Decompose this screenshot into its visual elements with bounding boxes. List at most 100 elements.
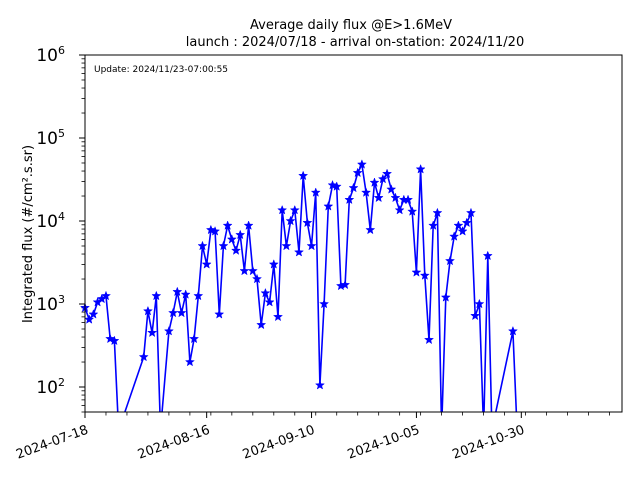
plot-frame [84,54,623,413]
update-annotation: Update: 2024/11/23-07:00:55 [94,65,228,75]
data-point [377,173,388,184]
data-point [272,311,284,322]
data-point [465,207,477,218]
data-point [402,194,414,205]
data-point [302,217,313,228]
y-tick-label: 10 [36,46,58,66]
data-point [340,279,351,290]
data-point [319,298,330,309]
data-point [352,167,363,178]
data-point [310,187,321,197]
data-point [142,305,153,316]
data-point [461,217,472,228]
chart-subtitle: launch : 2024/07/18 - arrival on-station… [186,35,524,50]
data-point [193,290,204,301]
data-point [382,168,393,179]
data-point [264,296,275,307]
data-point [444,255,456,266]
data-point [180,289,191,299]
flux-series-line [85,163,518,412]
data-point [419,270,430,280]
data-point [256,319,267,330]
y-tick-label: 10 [36,212,58,232]
data-point [507,325,518,336]
data-point [356,159,367,169]
data-point [100,290,112,301]
data-point [239,265,250,276]
data-point [201,259,212,269]
data-point [440,292,451,302]
data-point [230,245,242,255]
data-point [411,267,422,277]
y-tick-label: 10 [36,129,58,149]
data-point [109,335,120,346]
data-point [151,290,162,301]
data-point [482,250,493,261]
data-point [235,229,246,240]
data-point [184,356,195,367]
data-point [176,307,187,318]
data-point [222,220,233,230]
data-point [189,333,200,344]
data-point [373,192,384,203]
y-tick-label: 10 [36,378,58,398]
data-point [281,240,292,251]
data-point [285,215,296,226]
data-point [390,192,401,203]
data-point [423,334,435,345]
y-tick-exponent: 3 [58,293,65,306]
data-point [260,287,271,298]
data-point [147,327,158,338]
data-point [323,201,334,211]
chart-title: Average daily flux @E>1.6MeV [250,18,452,33]
data-point [470,310,481,321]
data-point [88,309,99,319]
y-tick-label: 10 [36,295,58,315]
data-point [394,204,405,215]
y-tick-exponent: 6 [58,44,65,57]
y-tick-exponent: 5 [58,127,65,140]
data-point [168,307,179,318]
data-point [105,333,116,344]
data-point [218,240,229,251]
data-point [210,226,221,236]
data-point [361,187,372,197]
data-point [331,181,342,191]
data-point [172,286,183,297]
data-point [197,240,208,251]
data-point [163,325,174,336]
data-point [214,309,225,319]
data-point [432,207,443,218]
data-point [314,379,325,390]
data-point [277,204,288,215]
flux-series-markers [79,159,518,390]
data-point [298,170,309,181]
data-point [348,182,359,193]
y-tick-exponent: 2 [58,376,65,389]
data-point [428,220,439,230]
y-axis-label: Integrated flux (#/cm².s.sr) [21,145,36,323]
data-point [226,234,237,244]
data-point [474,298,485,309]
data-point [243,220,254,230]
data-point [268,259,279,269]
data-point [449,231,460,241]
data-point [344,194,355,205]
data-point [84,314,95,324]
y-tick-exponent: 4 [58,210,65,223]
data-point [293,246,305,257]
data-point [453,220,464,230]
data-point [138,351,149,362]
data-point [306,240,317,251]
data-point [386,184,397,194]
data-point [365,224,376,235]
data-point [415,163,426,174]
data-point [247,265,258,276]
data-point [457,226,468,236]
data-point [369,177,380,187]
data-point [407,206,418,216]
data-point [289,204,300,215]
data-point [251,273,263,284]
